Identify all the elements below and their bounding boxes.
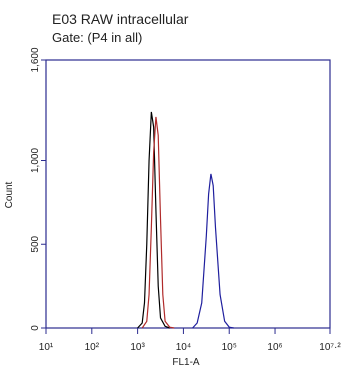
x-tick-label: 10⁶ bbox=[267, 342, 282, 353]
x-tick-label: 10⁵ bbox=[222, 342, 237, 353]
x-axis-label: FL1-A bbox=[172, 357, 200, 368]
x-tick-label: 10¹ bbox=[39, 342, 54, 353]
y-tick-label: 1,000 bbox=[30, 148, 41, 173]
y-tick-label: 500 bbox=[30, 235, 41, 252]
y-tick-label: 0 bbox=[30, 325, 41, 331]
chart-title: E03 RAW intracellular bbox=[52, 11, 189, 27]
histogram-line bbox=[137, 111, 170, 329]
y-axis-label: Count bbox=[4, 181, 15, 208]
y-tick-label: 1,600 bbox=[30, 47, 41, 72]
x-tick-label: 10⁴ bbox=[176, 342, 191, 353]
x-tick-label: 10⁷·² bbox=[319, 342, 341, 353]
chart-subtitle: Gate: (P4 in all) bbox=[52, 30, 142, 45]
plot-frame bbox=[45, 59, 331, 329]
histogram-line bbox=[141, 116, 175, 329]
histogram-line bbox=[192, 173, 234, 329]
x-tick-label: 10³ bbox=[130, 342, 145, 353]
x-tick-label: 10² bbox=[85, 342, 100, 353]
